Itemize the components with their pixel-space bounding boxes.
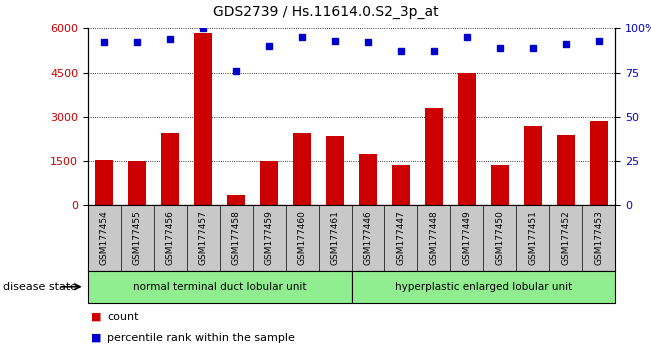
Text: GSM177450: GSM177450 xyxy=(495,211,505,266)
Text: count: count xyxy=(107,312,139,322)
Text: GSM177455: GSM177455 xyxy=(133,211,142,266)
Text: GSM177452: GSM177452 xyxy=(561,211,570,265)
Text: GSM177457: GSM177457 xyxy=(199,211,208,266)
Bar xyxy=(128,161,146,205)
Bar xyxy=(557,135,575,205)
Bar xyxy=(524,126,542,205)
Text: GSM177454: GSM177454 xyxy=(100,211,109,265)
Text: GSM177448: GSM177448 xyxy=(430,211,438,265)
Text: GSM177460: GSM177460 xyxy=(298,211,307,266)
Bar xyxy=(491,166,509,205)
Text: GSM177456: GSM177456 xyxy=(166,211,174,266)
Bar xyxy=(293,133,311,205)
Bar xyxy=(194,33,212,205)
Bar xyxy=(352,271,615,303)
Bar xyxy=(227,195,245,205)
Text: GSM177449: GSM177449 xyxy=(462,211,471,265)
Text: GSM177446: GSM177446 xyxy=(363,211,372,265)
Text: hyperplastic enlarged lobular unit: hyperplastic enlarged lobular unit xyxy=(395,282,572,292)
Text: GDS2739 / Hs.11614.0.S2_3p_at: GDS2739 / Hs.11614.0.S2_3p_at xyxy=(213,5,438,19)
Text: GSM177451: GSM177451 xyxy=(529,211,537,266)
Bar xyxy=(326,136,344,205)
Bar xyxy=(425,108,443,205)
Text: GSM177447: GSM177447 xyxy=(396,211,406,265)
Text: percentile rank within the sample: percentile rank within the sample xyxy=(107,333,296,343)
Text: ■: ■ xyxy=(91,333,102,343)
Text: GSM177461: GSM177461 xyxy=(331,211,340,266)
Bar xyxy=(260,161,278,205)
Text: normal terminal duct lobular unit: normal terminal duct lobular unit xyxy=(133,282,307,292)
Text: GSM177453: GSM177453 xyxy=(594,211,603,266)
Bar xyxy=(392,166,410,205)
Bar xyxy=(88,271,352,303)
Bar xyxy=(590,121,608,205)
Text: disease state: disease state xyxy=(3,282,77,292)
Text: GSM177458: GSM177458 xyxy=(232,211,241,266)
Text: GSM177459: GSM177459 xyxy=(265,211,273,266)
Bar xyxy=(458,73,476,205)
Text: ■: ■ xyxy=(91,312,102,322)
Bar xyxy=(161,133,179,205)
Bar xyxy=(359,154,377,205)
Bar xyxy=(95,160,113,205)
